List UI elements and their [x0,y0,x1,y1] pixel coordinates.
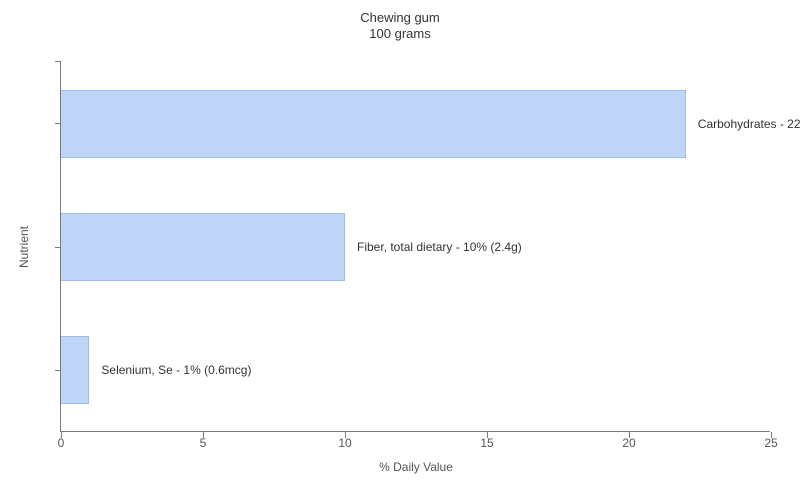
bar-label: Fiber, total dietary - 10% (2.4g) [357,240,522,254]
x-tick-label: 20 [622,436,635,450]
nutrient-bar-chart: Chewing gum 100 grams % Daily Value Nutr… [0,0,800,500]
x-tick-label: 5 [200,436,207,450]
bar [61,213,345,281]
y-axis-label-text: Nutrient [17,226,31,268]
chart-title-line1: Chewing gum [360,10,440,25]
x-tick-label: 25 [764,436,777,450]
bar-label: Carbohydrates - 22% (66.08g) [698,117,800,131]
y-axis-label: Nutrient [17,62,31,432]
plot-area: % Daily Value Nutrient 0510152025Carbohy… [60,62,770,432]
chart-title: Chewing gum 100 grams [0,10,800,43]
x-axis-label: % Daily Value [61,460,771,474]
x-tick-label: 15 [480,436,493,450]
y-tick [55,247,61,248]
bar [61,90,686,158]
y-tick [55,370,61,371]
bar [61,336,89,404]
y-tick [55,123,61,124]
x-tick-label: 0 [58,436,65,450]
x-tick-label: 10 [338,436,351,450]
y-axis-top-tick [55,61,61,62]
bar-label: Selenium, Se - 1% (0.6mcg) [101,363,251,377]
chart-title-line2: 100 grams [369,26,430,41]
